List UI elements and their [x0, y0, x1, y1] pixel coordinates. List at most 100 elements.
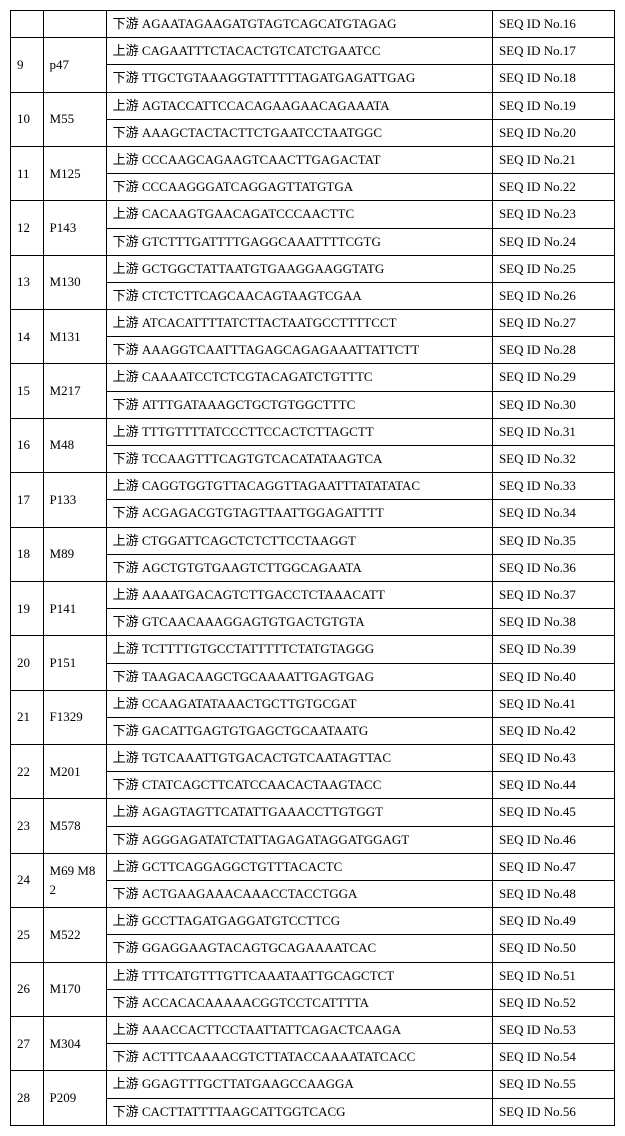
- seq-id: SEQ ID No.23: [492, 201, 614, 228]
- gene-name: M217: [43, 364, 106, 418]
- table-row: 28P209上游 GGAGTTTGCTTATGAAGCCAAGGASEQ ID …: [11, 1071, 615, 1098]
- gene-name: M89: [43, 527, 106, 581]
- sequence-cell: 上游 TTTGTTTTATCCCTTCCACTCTTAGCTT: [106, 418, 492, 445]
- table-row: 11M125上游 CCCAAGCAGAAGTCAACTTGAGACTATSEQ …: [11, 146, 615, 173]
- sequence-cell: 下游 CTCTCTTCAGCAACAGTAAGTCGAA: [106, 282, 492, 309]
- sequence-cell: 下游 ACGAGACGTGTAGTTAATTGGAGATTTT: [106, 500, 492, 527]
- row-number: 27: [11, 1016, 44, 1070]
- sequence-cell: 上游 AAACCACTTCCTAATTATTCAGACTCAAGA: [106, 1016, 492, 1043]
- row-number: 21: [11, 690, 44, 744]
- table-row: 15M217上游 CAAAATCCTCTCGTACAGATCTGTTTCSEQ …: [11, 364, 615, 391]
- sequence-cell: 下游 CTATCAGCTTCATCCAACACTAAGTACC: [106, 772, 492, 799]
- seq-id: SEQ ID No.51: [492, 962, 614, 989]
- seq-id: SEQ ID No.49: [492, 908, 614, 935]
- seq-id: SEQ ID No.43: [492, 745, 614, 772]
- sequence-cell: 下游 AGCTGTGTGAAGTCTTGGCAGAATA: [106, 554, 492, 581]
- seq-id: SEQ ID No.50: [492, 935, 614, 962]
- row-number: 24: [11, 853, 44, 907]
- seq-id: SEQ ID No.46: [492, 826, 614, 853]
- seq-id: SEQ ID No.32: [492, 446, 614, 473]
- sequence-cell: 下游 ATTTGATAAAGCTGCTGTGGCTTTC: [106, 391, 492, 418]
- sequence-cell: 上游 AAAATGACAGTCTTGACCTCTAAACATT: [106, 581, 492, 608]
- sequence-cell: 下游 TCCAAGTTTCAGTGTCACATATAAGTCA: [106, 446, 492, 473]
- seq-id: SEQ ID No.22: [492, 174, 614, 201]
- row-number: 15: [11, 364, 44, 418]
- gene-name: M170: [43, 962, 106, 1016]
- seq-id: SEQ ID No.17: [492, 38, 614, 65]
- seq-id: SEQ ID No.29: [492, 364, 614, 391]
- seq-id: SEQ ID No.18: [492, 65, 614, 92]
- row-number: 20: [11, 636, 44, 690]
- table-row: 12P143上游 CACAAGTGAACAGATCCCAACTTCSEQ ID …: [11, 201, 615, 228]
- sequence-cell: 上游 CCAAGATATAAACTGCTTGTGCGAT: [106, 690, 492, 717]
- sequence-cell: 上游 ATCACATTTTATCTTACTAATGCCTTTTCCT: [106, 310, 492, 337]
- seq-id: SEQ ID No.21: [492, 146, 614, 173]
- gene-name: P151: [43, 636, 106, 690]
- seq-id: SEQ ID No.44: [492, 772, 614, 799]
- gene-name: M131: [43, 310, 106, 364]
- seq-id: SEQ ID No.16: [492, 11, 614, 38]
- seq-id: SEQ ID No.53: [492, 1016, 614, 1043]
- table-row: 24M69 M82上游 GCTTCAGGAGGCTGTTTACACTCSEQ I…: [11, 853, 615, 880]
- row-number: 11: [11, 146, 44, 200]
- gene-name: M55: [43, 92, 106, 146]
- sequence-cell: 下游 AAAGCTACTACTTCTGAATCCTAATGGC: [106, 119, 492, 146]
- row-number: 9: [11, 38, 44, 92]
- sequence-table: 下游 AGAATAGAAGATGTAGTCAGCATGTAGAGSEQ ID N…: [10, 10, 615, 1126]
- table-row: 17P133上游 CAGGTGGTGTTACAGGTTAGAATTTATATAT…: [11, 473, 615, 500]
- sequence-cell: 下游 ACCACACAAAAACGGTCCTCATTTTA: [106, 989, 492, 1016]
- sequence-cell: 下游 CCCAAGGGATCAGGAGTTATGTGA: [106, 174, 492, 201]
- seq-id: SEQ ID No.28: [492, 337, 614, 364]
- sequence-cell: 下游 CACTTATTTTAAGCATTGGTCACG: [106, 1098, 492, 1125]
- row-number: 26: [11, 962, 44, 1016]
- table-row: 27M304上游 AAACCACTTCCTAATTATTCAGACTCAAGAS…: [11, 1016, 615, 1043]
- row-number: 12: [11, 201, 44, 255]
- seq-id: SEQ ID No.33: [492, 473, 614, 500]
- table-row: 20P151上游 TCTTTTGTGCCTATTTTTCTATGTAGGGSEQ…: [11, 636, 615, 663]
- sequence-cell: 下游 AGGGAGATATCTATTAGAGATAGGATGGAGT: [106, 826, 492, 853]
- gene-name: P133: [43, 473, 106, 527]
- table-row: 10M55上游 AGTACCATTCCACAGAAGAACAGAAATASEQ …: [11, 92, 615, 119]
- sequence-cell: 上游 TTTCATGTTTGTTCAAATAATTGCAGCTCT: [106, 962, 492, 989]
- gene-name: M201: [43, 745, 106, 799]
- sequence-cell: 下游 ACTTTCAAAACGTCTTATACCAAAATATCACC: [106, 1044, 492, 1071]
- seq-id: SEQ ID No.20: [492, 119, 614, 146]
- table-row: 下游 AGAATAGAAGATGTAGTCAGCATGTAGAGSEQ ID N…: [11, 11, 615, 38]
- seq-id: SEQ ID No.48: [492, 881, 614, 908]
- seq-id: SEQ ID No.55: [492, 1071, 614, 1098]
- seq-id: SEQ ID No.39: [492, 636, 614, 663]
- sequence-cell: 下游 GGAGGAAGTACAGTGCAGAAAATCAC: [106, 935, 492, 962]
- table-row: 19P141上游 AAAATGACAGTCTTGACCTCTAAACATTSEQ…: [11, 581, 615, 608]
- row-number: 10: [11, 92, 44, 146]
- table-row: 22M201上游 TGTCAAATTGTGACACTGTCAATAGTTACSE…: [11, 745, 615, 772]
- row-number: 16: [11, 418, 44, 472]
- seq-id: SEQ ID No.26: [492, 282, 614, 309]
- row-number: 13: [11, 255, 44, 309]
- sequence-cell: 上游 CAGGTGGTGTTACAGGTTAGAATTTATATATAC: [106, 473, 492, 500]
- table-row: 18M89上游 CTGGATTCAGCTCTCTTCCTAAGGTSEQ ID …: [11, 527, 615, 554]
- sequence-cell: 上游 CTGGATTCAGCTCTCTTCCTAAGGT: [106, 527, 492, 554]
- seq-id: SEQ ID No.24: [492, 228, 614, 255]
- gene-name: p47: [43, 38, 106, 92]
- table-row: 13M130上游 GCTGGCTATTAATGTGAAGGAAGGTATGSEQ…: [11, 255, 615, 282]
- seq-id: SEQ ID No.52: [492, 989, 614, 1016]
- sequence-cell: 上游 AGTACCATTCCACAGAAGAACAGAAATA: [106, 92, 492, 119]
- sequence-cell: 上游 TCTTTTGTGCCTATTTTTCTATGTAGGG: [106, 636, 492, 663]
- seq-id: SEQ ID No.42: [492, 717, 614, 744]
- sequence-cell: 下游 AGAATAGAAGATGTAGTCAGCATGTAGAG: [106, 11, 492, 38]
- sequence-cell: 下游 TAAGACAAGCTGCAAAATTGAGTGAG: [106, 663, 492, 690]
- sequence-cell: 上游 AGAGTAGTTCATATTGAAACCTTGTGGT: [106, 799, 492, 826]
- gene-name: P143: [43, 201, 106, 255]
- sequence-cell: 下游 GTCAACAAAGGAGTGTGACTGTGTA: [106, 609, 492, 636]
- seq-id: SEQ ID No.56: [492, 1098, 614, 1125]
- seq-id: SEQ ID No.30: [492, 391, 614, 418]
- gene-name: P141: [43, 581, 106, 635]
- sequence-cell: 下游 GACATTGAGTGTGAGCTGCAATAATG: [106, 717, 492, 744]
- table-row: 21F1329上游 CCAAGATATAAACTGCTTGTGCGATSEQ I…: [11, 690, 615, 717]
- gene-name: [43, 11, 106, 38]
- sequence-cell: 上游 GCTGGCTATTAATGTGAAGGAAGGTATG: [106, 255, 492, 282]
- gene-name: M304: [43, 1016, 106, 1070]
- sequence-cell: 下游 TTGCTGTAAAGGTATTTTTAGATGAGATTGAG: [106, 65, 492, 92]
- seq-id: SEQ ID No.34: [492, 500, 614, 527]
- gene-name: P209: [43, 1071, 106, 1125]
